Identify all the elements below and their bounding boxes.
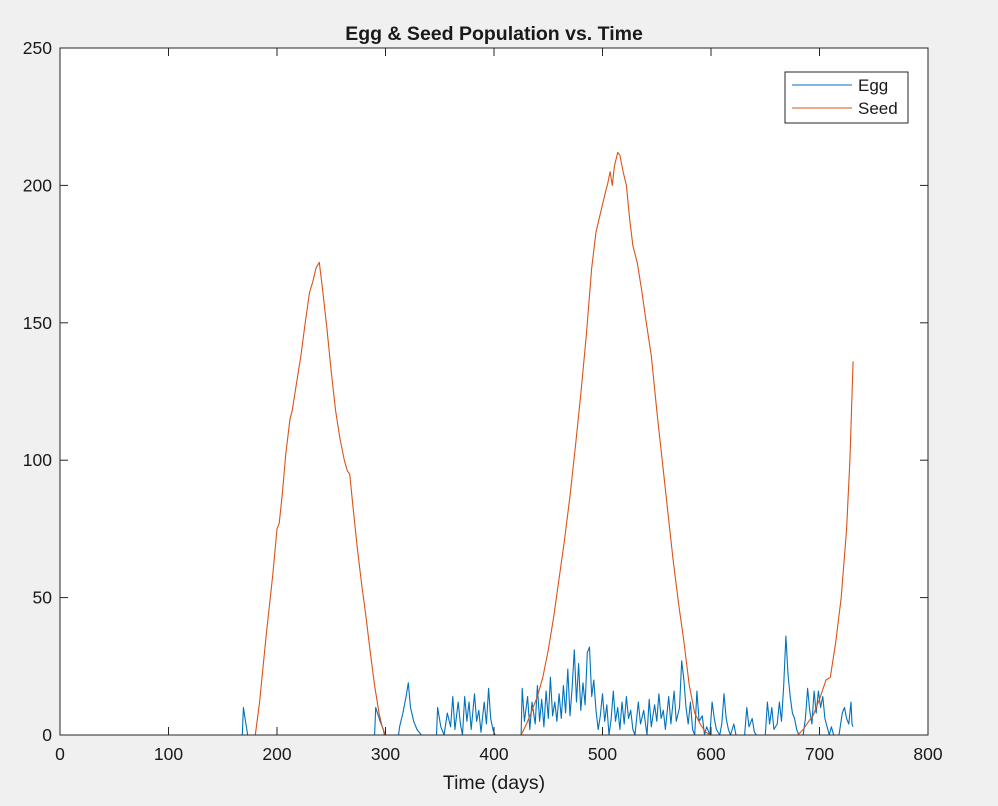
x-tick-label: 400 bbox=[479, 744, 508, 764]
x-tick-label: 700 bbox=[805, 744, 834, 764]
x-tick-label: 500 bbox=[588, 744, 617, 764]
y-tick-label: 0 bbox=[42, 725, 52, 745]
x-axis-label: Time (days) bbox=[443, 772, 545, 794]
legend[interactable]: Egg Seed bbox=[784, 71, 909, 124]
x-tick-label: 800 bbox=[913, 744, 942, 764]
x-tick-label: 100 bbox=[154, 744, 183, 764]
ticks-layer: 0 100 200 300 400 500 600 700 800 0 50 100 150 200 250 bbox=[23, 38, 943, 764]
y-tick-label: 200 bbox=[23, 175, 52, 195]
y-tick-label: 250 bbox=[23, 38, 52, 58]
series-line-egg bbox=[60, 635, 854, 736]
x-tick-label: 0 bbox=[55, 744, 65, 764]
x-tick-label: 200 bbox=[262, 744, 291, 764]
x-tick-label: 300 bbox=[371, 744, 400, 764]
y-tick-label: 150 bbox=[23, 313, 52, 333]
legend-label-seed: Seed bbox=[858, 99, 898, 118]
series-line-seed bbox=[60, 151, 854, 736]
plot-area bbox=[60, 48, 928, 735]
chart-title: Egg & Seed Population vs. Time bbox=[345, 23, 643, 45]
y-tick-label: 100 bbox=[23, 450, 52, 470]
x-tick-label: 600 bbox=[696, 744, 725, 764]
series-layer bbox=[60, 151, 854, 736]
legend-box bbox=[784, 71, 909, 124]
y-tick-label: 50 bbox=[33, 588, 53, 608]
legend-label-egg: Egg bbox=[858, 76, 888, 95]
